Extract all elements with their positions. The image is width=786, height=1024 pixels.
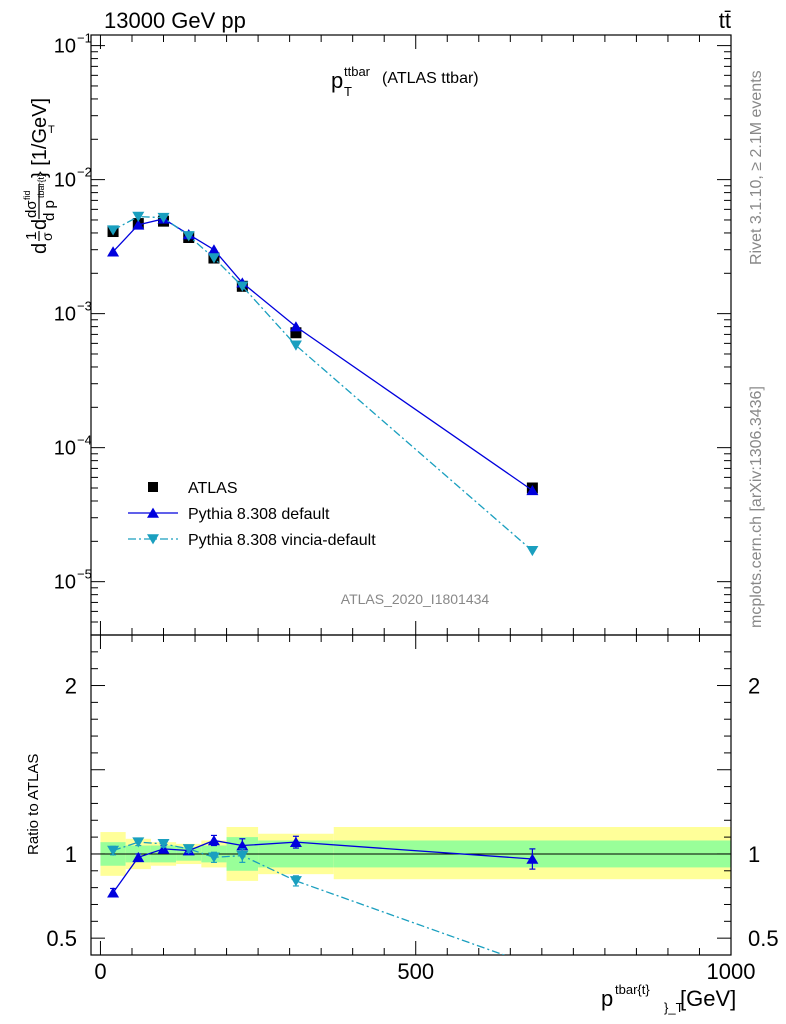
pythia-vincia-ratio-line (112, 841, 506, 955)
legend: ATLAS Pythia 8.308 default Pythia 8.308 vi… (128, 480, 376, 549)
ratio-tick-label: 1 (65, 842, 77, 867)
pythia-default-ratio-point (236, 840, 249, 851)
y-tick-label: 10 (54, 304, 76, 326)
pythia-vincia-line (112, 215, 533, 552)
rivet-version-label: Rivet 3.1.10, ≥ 2.1M events (748, 70, 765, 265)
x-axis: 0 500 1000 (94, 35, 755, 984)
pythia-default-ratio-point (107, 887, 120, 898)
pythia-vincia-ratio-point (236, 850, 249, 862)
x-label-main: p (601, 986, 613, 1011)
svg-text:d: d (29, 219, 51, 230)
main-panel-series (107, 211, 539, 557)
pythia-default-point (526, 484, 539, 496)
ratio-tick-label-right: 0.5 (748, 926, 779, 951)
pythia-vincia-ratio-point (182, 844, 195, 855)
title-sup: ttbar (344, 64, 371, 79)
pythia-vincia-point (182, 231, 195, 242)
y-tick-label: 10 (54, 170, 76, 192)
ratio-tick-label-right: 1 (748, 842, 760, 867)
y-axis-subscript-t: T (48, 124, 55, 136)
pythia-default-line (112, 218, 533, 491)
pythia-vincia-ratio-point (207, 852, 220, 863)
title-main: p (331, 68, 343, 93)
pythia-vincia-point (236, 281, 249, 292)
legend-default-marker (147, 507, 159, 518)
ratio-panel-series (107, 834, 539, 970)
main-y-axis: 10−510−410−310−210−1 (54, 31, 731, 636)
pythia-default-point (207, 244, 220, 255)
y-unit-label: } [1/GeV] (29, 98, 51, 178)
main-y-axis-label: d 1 σ d dσ fid d p tbar{t} } [1/GeV] (22, 98, 58, 254)
main-panel-frame (90, 34, 732, 636)
y-tick-label: 10 (54, 572, 76, 594)
ratio-y-axis-label: Ratio to ATLAS (25, 754, 42, 855)
pythia-vincia-point (132, 211, 145, 222)
ratio-tick-label: 2 (65, 674, 77, 699)
pythia-default-point (132, 219, 145, 230)
legend-entry-label: Pythia 8.308 vincia-default (188, 532, 376, 549)
pythia-default-ratio-line (112, 839, 533, 894)
x-tick-label: 0 (94, 959, 106, 984)
legend-atlas-marker (148, 482, 158, 492)
pythia-vincia-point (526, 545, 539, 557)
title-suffix: (ATLAS ttbar) (382, 70, 479, 87)
pythia-vincia-ratio-point (132, 837, 145, 848)
pythia-default-point (289, 321, 302, 332)
svg-text:σ: σ (39, 232, 55, 241)
svg-text:1: 1 (23, 232, 40, 240)
title-sub: T (344, 84, 352, 99)
ratio-panel-frame (90, 634, 732, 956)
x-label-sup: tbar{t} (615, 982, 650, 997)
x-label-sub: }_T (664, 1000, 684, 1015)
pythia-vincia-ratio-point (289, 876, 302, 887)
pythia-default-ratio-point (207, 835, 220, 846)
x-tick-label: 500 (397, 959, 434, 984)
pythia-vincia-point (107, 225, 120, 236)
pythia-vincia-ratio-point (107, 845, 120, 856)
pythia-vincia-ratio-point (157, 839, 170, 850)
ratio-tick-label: 0.5 (46, 926, 77, 951)
y-tick-label-exponent: −4 (77, 433, 92, 448)
pythia-vincia-point (157, 212, 170, 224)
y-tick-label: 10 (54, 36, 76, 58)
legend-vincia-marker (147, 534, 159, 545)
svg-text:d p: d p (41, 200, 58, 221)
plot-title: p ttbar T (ATLAS ttbar) (331, 64, 479, 99)
svg-text:fid: fid (22, 190, 32, 200)
ratio-tick-label-right: 2 (748, 674, 760, 699)
pythia-default-ratio-point (132, 851, 145, 863)
ratio-y-axis: 0.5 0.5 1 1 2 2 (46, 651, 779, 951)
y-tick-label-exponent: −1 (77, 31, 92, 46)
svg-text:d: d (29, 243, 51, 254)
pythia-default-ratio-point (526, 853, 539, 864)
mcplots-label: mcplots.cern.ch [arXiv:1306.3436] (748, 386, 765, 628)
pythia-default-point (107, 246, 120, 257)
pythia-vincia-ratio-point (526, 960, 538, 970)
legend-entry-label: ATLAS (188, 480, 238, 497)
pythia-vincia-point (207, 253, 220, 264)
process-label: tt̄ (719, 8, 731, 33)
y-tick-label: 10 (54, 438, 76, 460)
svg-text:tbar{t}: tbar{t} (36, 174, 46, 198)
x-label-unit: [GeV] (680, 986, 736, 1011)
atlas-data-point (290, 327, 302, 339)
legend-entry-label: Pythia 8.308 default (188, 506, 330, 523)
x-tick-label: 1000 (707, 959, 756, 984)
y-tick-label-exponent: −3 (77, 299, 92, 314)
pythia-default-ratio-point (289, 836, 302, 847)
x-axis-label: p tbar{t} }_T [GeV] (601, 982, 736, 1015)
y-tick-label-exponent: −5 (77, 567, 92, 582)
svg-text:dσ: dσ (23, 200, 40, 218)
pythia-vincia-point (289, 340, 302, 351)
y-tick-label-exponent: −2 (77, 165, 92, 180)
analysis-watermark: ATLAS_2020_I1801434 (341, 591, 490, 607)
energy-label: 13000 GeV pp (104, 8, 246, 33)
